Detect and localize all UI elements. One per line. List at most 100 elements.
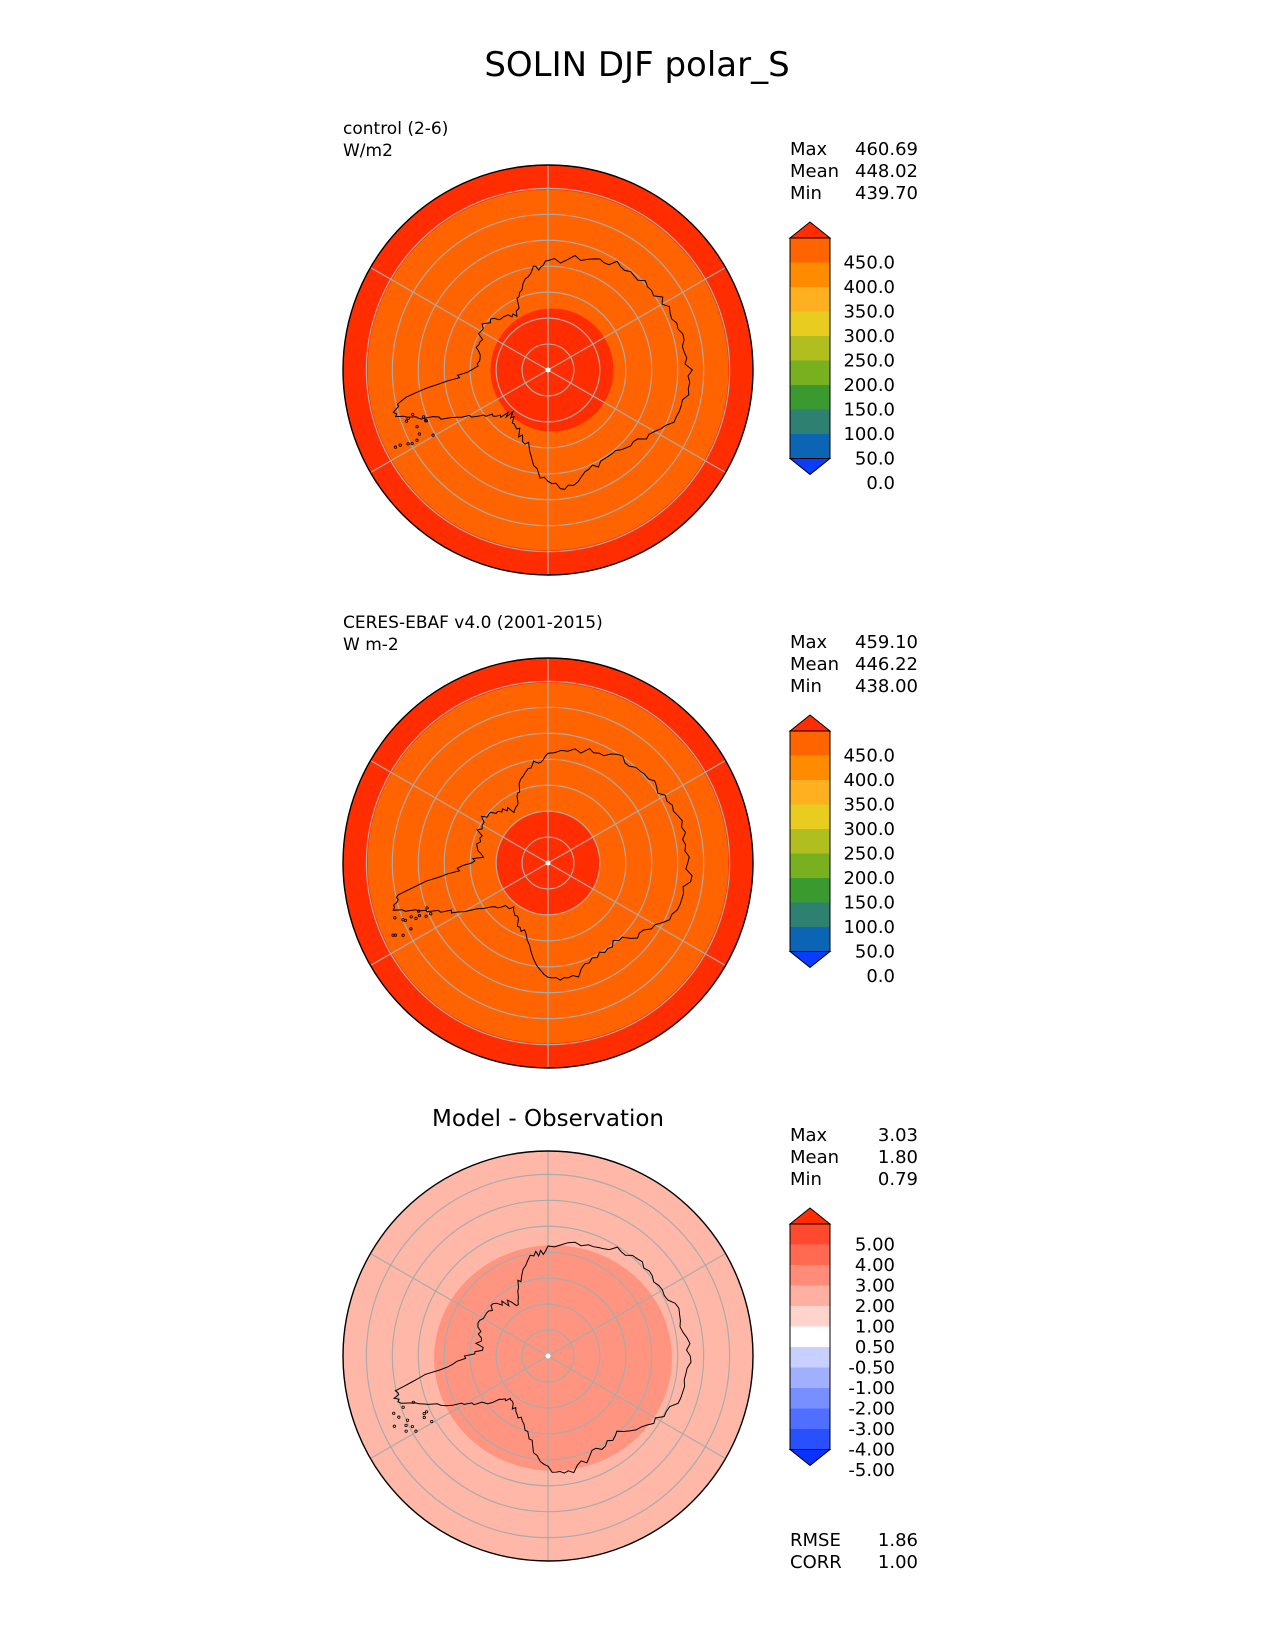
colorbar-tick-label: 350.0: [843, 795, 895, 816]
colorbar-tick-label: 400.0: [843, 770, 895, 791]
colorbar-tick-label: 200.0: [843, 868, 895, 889]
island: [425, 906, 429, 910]
meridian-line: [547, 862, 726, 967]
island: [424, 1410, 429, 1414]
colorbar-segment: [790, 1388, 830, 1409]
stat-value: 3.03: [878, 1125, 918, 1146]
stat-label: Max: [790, 1125, 828, 1146]
colorbar-segment: [790, 829, 830, 854]
pole-marker: [545, 367, 551, 373]
rmse-label: RMSE: [790, 1530, 841, 1551]
island: [410, 441, 414, 446]
colorbar-segment: [790, 804, 830, 829]
island: [417, 432, 422, 436]
colorbar-tick-label: 350.0: [843, 302, 895, 323]
colorbar-segment: [790, 238, 830, 263]
island: [397, 1415, 401, 1419]
colorbar-tick-label: 0.50: [855, 1337, 895, 1358]
island: [430, 1419, 434, 1424]
panel-label-line1: CERES-EBAF v4.0 (2001-2015): [343, 613, 603, 633]
meridian-line: [370, 369, 549, 474]
colorbar-segment: [790, 360, 830, 385]
colorbar-tick-label: 5.00: [855, 1235, 895, 1256]
island: [404, 419, 409, 423]
colorbar-segment: [790, 1244, 830, 1265]
colorbar-tick-label: 100.0: [843, 917, 895, 938]
stat-value: 459.10: [855, 632, 918, 653]
colorbar-tick-label: 450.0: [843, 746, 895, 767]
island: [404, 1423, 408, 1427]
colorbar-tick-label: 150.0: [843, 893, 895, 914]
stat-value: 460.69: [855, 139, 918, 160]
pole-marker: [545, 860, 551, 866]
colorbar-tick-label: 50.0: [855, 942, 895, 963]
island: [417, 913, 422, 918]
island: [414, 1429, 418, 1433]
colorbar-tick-label: 4.00: [855, 1255, 895, 1276]
colorbar-tick-label: -2.00: [848, 1399, 895, 1420]
island: [414, 916, 418, 920]
colorbar-tick-label: 0.0: [866, 966, 895, 987]
meridian-line: [370, 759, 549, 864]
colorbar-segment: [790, 927, 830, 952]
colorbar-tick-label: 300.0: [843, 819, 895, 840]
stat-label: Min: [790, 676, 822, 697]
stat-value: 448.02: [855, 161, 918, 182]
colorbar-tick-label: -4.00: [848, 1440, 895, 1461]
colorbar-frame: [789, 730, 831, 952]
stat-label: Max: [790, 139, 828, 160]
island: [431, 433, 435, 437]
meridian-line: [547, 1252, 726, 1357]
colorbar-tick-label: -1.00: [848, 1378, 895, 1399]
panel-2: CERES-EBAF v4.0 (2001-2015)W m-2 Max 459.1…: [342, 613, 918, 1069]
island: [409, 915, 413, 919]
colorbar-segment: [790, 902, 830, 927]
island: [393, 916, 397, 920]
island: [424, 419, 428, 423]
region-antarctic-interior: [434, 1245, 672, 1471]
colorbar-tick-label: 300.0: [843, 326, 895, 347]
island: [406, 442, 410, 446]
island: [391, 933, 395, 937]
island: [392, 1424, 396, 1428]
island: [422, 1411, 426, 1416]
corr-label: CORR: [790, 1552, 842, 1573]
antarctica-coastline: [392, 1241, 692, 1474]
colorbar-segment: [790, 1367, 830, 1388]
colorbar-segment: [790, 287, 830, 312]
panel-title: Model - Observation: [432, 1106, 664, 1132]
colorbar-segment: [790, 1326, 830, 1347]
colorbar-segment: [790, 1429, 830, 1450]
corr-value: 1.00: [878, 1552, 918, 1573]
stat-value: 0.79: [878, 1169, 918, 1190]
colorbar: 450.0 400.0 350.0 300.0 250.0 200.0 150.0 100.0…: [788, 714, 895, 987]
rmse-value: 1.86: [878, 1530, 918, 1551]
map-boundary: [342, 164, 754, 576]
antarctica-coastline: [392, 747, 693, 981]
panels: control (2-6)W/m2 Max 460.69 Mean 448.02 Min 4…: [342, 119, 918, 1573]
colorbar-segment: [790, 755, 830, 780]
meridian-line: [370, 266, 549, 371]
colorbar-segment: [790, 336, 830, 361]
map-1: [343, 165, 753, 575]
island: [406, 416, 410, 421]
island: [401, 1405, 405, 1409]
map-boundary: [342, 657, 754, 1069]
colorbar-extend-bottom: [788, 1449, 832, 1467]
island: [409, 927, 413, 931]
colorbar-extend-top: [788, 221, 832, 239]
island: [411, 412, 415, 417]
stat-label: Mean: [790, 654, 839, 675]
colorbar-frame: [789, 1223, 831, 1450]
stat-label: Min: [790, 183, 822, 204]
island: [415, 425, 419, 429]
colorbar-tick-label: 150.0: [843, 400, 895, 421]
colorbar-segment: [790, 853, 830, 878]
stat-label: Mean: [790, 161, 839, 182]
colorbar-segment: [790, 1408, 830, 1429]
island: [405, 1418, 410, 1422]
island: [422, 1415, 426, 1420]
stat-label: Min: [790, 1169, 822, 1190]
colorbar-segment: [790, 731, 830, 756]
region-polar-cap: [490, 308, 614, 432]
